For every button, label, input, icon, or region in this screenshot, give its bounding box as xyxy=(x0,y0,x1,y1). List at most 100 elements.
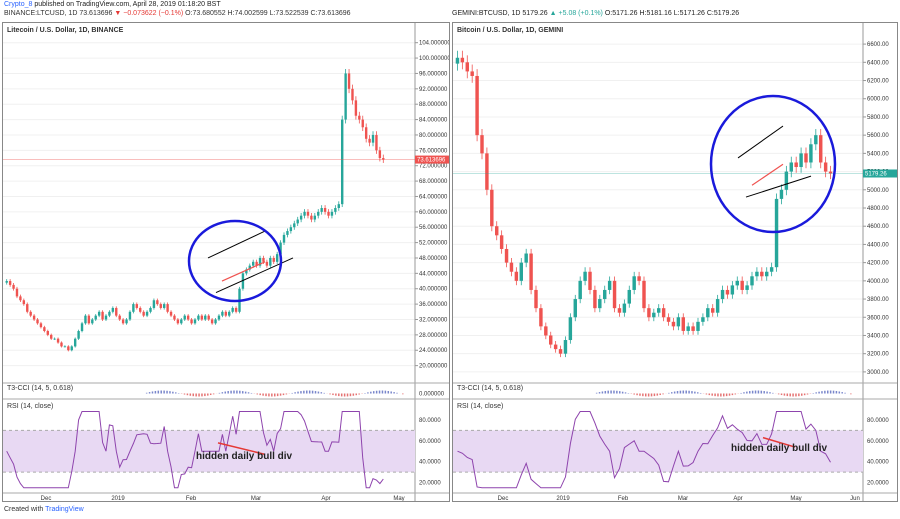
candle-body xyxy=(558,349,563,354)
candle-body xyxy=(26,304,29,312)
candle-body xyxy=(248,265,251,270)
candle-body xyxy=(671,321,676,327)
candle-body xyxy=(43,327,46,332)
tradingview-logo-link[interactable]: TradingView xyxy=(45,506,84,513)
candle-body xyxy=(364,127,368,139)
ltc-chart-panel[interactable]: 104.000000 100.000000 96.000000 92.000000 88… xyxy=(2,22,450,502)
candle-body xyxy=(245,269,248,274)
channel-upper-line xyxy=(737,125,784,159)
candle-body xyxy=(176,319,180,324)
candle-body xyxy=(53,338,56,340)
candle-body xyxy=(828,171,833,174)
cci-bar xyxy=(668,392,670,394)
candle-body xyxy=(193,319,197,324)
cci-bar xyxy=(789,393,791,397)
cci-bar xyxy=(743,392,745,394)
price-axis-label: 64.000000 xyxy=(419,194,448,200)
candle-body xyxy=(804,153,808,163)
btc-chart-svg[interactable]: 6600.00 6400.00 6200.00 6000.00 5800.00 5600.… xyxy=(453,23,897,501)
candle-body xyxy=(337,204,340,208)
price-axis-label: 24.000000 xyxy=(419,348,448,354)
candle-body xyxy=(539,308,543,327)
rsi-line xyxy=(457,411,831,489)
cci-bar xyxy=(636,393,638,396)
price-axis-label: 92.000000 xyxy=(419,87,448,93)
price-axis-label: 6200.00 xyxy=(867,79,889,85)
cci-bar xyxy=(772,392,774,394)
cci-bar xyxy=(645,393,647,397)
time-axis-label: Dec xyxy=(41,496,52,501)
cci-bar xyxy=(274,393,276,397)
candle-body xyxy=(282,234,286,243)
cci-bar xyxy=(777,393,780,395)
cci-bar xyxy=(323,392,325,394)
cci-bar xyxy=(694,391,696,394)
ltc-symbol: BINANCE:LTCUSD, 1D 73.613696 xyxy=(4,10,115,17)
btc-symbol: GEMINI:BTCUSD, 1D 5179.26 xyxy=(452,10,550,17)
candle-body xyxy=(139,307,142,312)
cci-bar xyxy=(276,393,279,397)
cci-bar xyxy=(262,393,264,396)
rsi-axis-label: 40.0000 xyxy=(419,460,441,466)
candle-body xyxy=(529,253,533,290)
cci-bar xyxy=(697,392,699,394)
cci-bar xyxy=(633,393,635,395)
cci-bar xyxy=(265,393,267,397)
candle-body xyxy=(258,257,262,266)
cci-bar xyxy=(676,391,679,394)
cci-bar xyxy=(766,391,768,394)
ltc-chart-svg[interactable]: 104.000000 100.000000 96.000000 92.000000 88… xyxy=(3,23,449,501)
time-axis-label: Apr xyxy=(733,496,742,501)
candle-body xyxy=(799,153,803,168)
author-link[interactable]: Crypto_8 xyxy=(4,1,33,8)
candle-body xyxy=(166,304,169,312)
publish-info: Crypto_8 published on TradingView.com, A… xyxy=(4,1,221,8)
cci-bar xyxy=(763,391,765,394)
candle-body xyxy=(720,289,725,300)
cci-bar xyxy=(604,390,607,394)
candle-body xyxy=(50,334,53,339)
last-price-tag xyxy=(863,169,897,178)
cci-bar xyxy=(838,391,841,394)
ltc-symbol-line: BINANCE:LTCUSD, 1D 73.613696 ▼ −0.073622… xyxy=(4,10,351,17)
channel-upper-line xyxy=(207,230,266,259)
support-red-line xyxy=(221,261,266,282)
price-axis-label: 4800.00 xyxy=(867,206,889,212)
candle-body xyxy=(784,171,789,190)
candle-body xyxy=(91,319,94,324)
btc-cci-label: T3-CCI (14, 5, 0.618) xyxy=(457,385,524,392)
candle-body xyxy=(12,284,15,289)
candle-body xyxy=(317,211,320,216)
candle-body xyxy=(32,315,36,320)
channel-lower-line xyxy=(745,175,812,198)
cci-bar xyxy=(705,393,708,395)
btc-chart-panel[interactable]: 6600.00 6400.00 6200.00 6000.00 5800.00 5600.… xyxy=(452,22,898,502)
cci-bar xyxy=(801,393,803,396)
cci-bar xyxy=(613,390,615,394)
last-price-tag xyxy=(415,155,449,164)
price-axis-label: 96.000000 xyxy=(419,71,448,77)
btc-chart-title: Bitcoin / U.S. Dollar, 1D, GEMINI xyxy=(457,27,564,34)
cci-bar xyxy=(198,393,200,397)
ltc-ohlc: O:73.680552 H:74.002599 L:73.522539 C:73… xyxy=(183,10,351,17)
cci-bar xyxy=(844,392,846,394)
time-axis-label: Dec xyxy=(498,496,509,501)
candle-body xyxy=(15,288,19,297)
divergence-line xyxy=(762,436,796,448)
cci-bar xyxy=(731,393,734,396)
candle-body xyxy=(642,280,646,309)
candle-body xyxy=(593,289,597,309)
candle-body xyxy=(118,315,121,320)
cci-bar xyxy=(172,391,174,394)
price-axis-label: 76.000000 xyxy=(419,148,448,154)
btc-ohlc: O:5171.26 H:5181.16 L:5171.26 C:5179.26 xyxy=(602,10,740,17)
cci-bar xyxy=(157,390,160,394)
candle-body xyxy=(204,315,207,320)
btc-symbol-line: GEMINI:BTCUSD, 1D 5179.26 ▲ +5.08 (+0.1%… xyxy=(452,10,739,17)
candle-body xyxy=(210,319,214,324)
cci-bar xyxy=(311,390,314,394)
candle-body xyxy=(455,57,460,64)
cci-bar xyxy=(708,393,711,396)
rsi-axis-label: 60.0000 xyxy=(867,439,889,445)
candle-body xyxy=(519,262,523,281)
